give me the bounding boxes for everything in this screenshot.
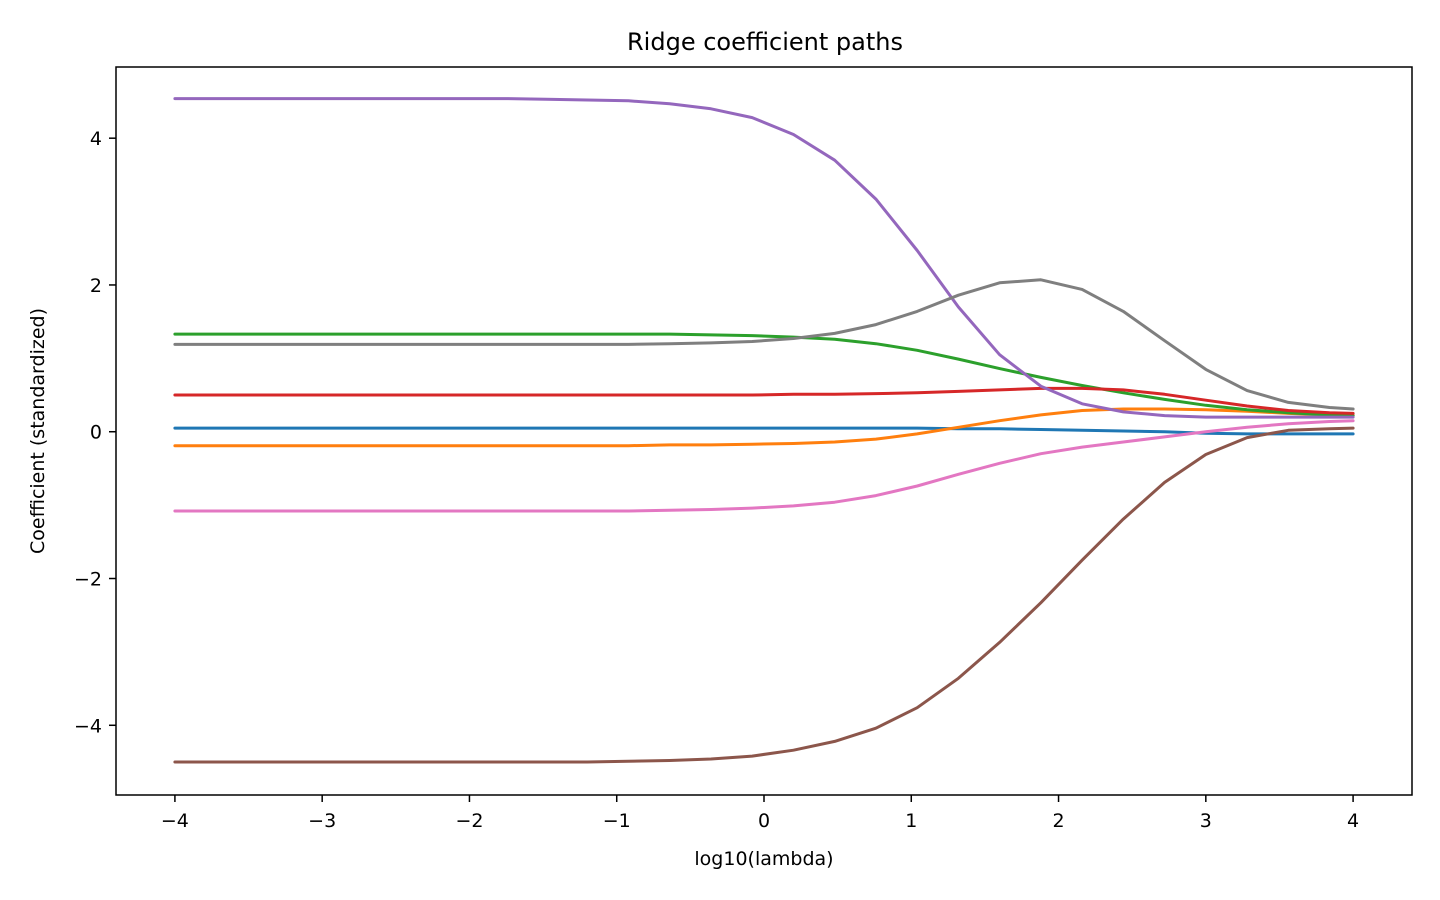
series-line-6: [173, 426, 1355, 764]
series-line-5: [173, 97, 1355, 419]
x-tick-label: 3: [1200, 810, 1212, 832]
y-tick-label: 4: [90, 128, 102, 150]
x-tick-label: 1: [905, 810, 917, 832]
x-tick-label: −4: [161, 810, 189, 832]
series-layer: [173, 97, 1355, 764]
x-tick-label: 0: [758, 810, 770, 832]
x-tick-label: −3: [308, 810, 336, 832]
series-line-4: [173, 386, 1355, 415]
x-axis: −4 −3 −2 −1 0 1 2 3 4: [161, 795, 1359, 832]
y-tick-label: −4: [74, 715, 102, 737]
x-axis-label: log10(lambda): [694, 848, 833, 870]
y-tick-label: −2: [74, 569, 102, 591]
chart-title: Ridge coefficient paths: [627, 28, 903, 56]
x-tick-label: −1: [603, 810, 631, 832]
y-axis-label: Coefficient (standardized): [27, 308, 49, 554]
y-tick-label: 0: [90, 422, 102, 444]
y-axis: −4 −2 0 2 4: [74, 128, 116, 737]
series-line-8: [173, 278, 1355, 411]
x-tick-label: 2: [1052, 810, 1064, 832]
x-tick-label: −2: [455, 810, 483, 832]
series-line-2: [173, 407, 1355, 448]
series-line-1: [173, 426, 1355, 436]
series-line-3: [173, 332, 1355, 418]
x-tick-label: 4: [1347, 810, 1359, 832]
series-line-7: [173, 419, 1355, 513]
y-tick-label: 2: [90, 275, 102, 297]
